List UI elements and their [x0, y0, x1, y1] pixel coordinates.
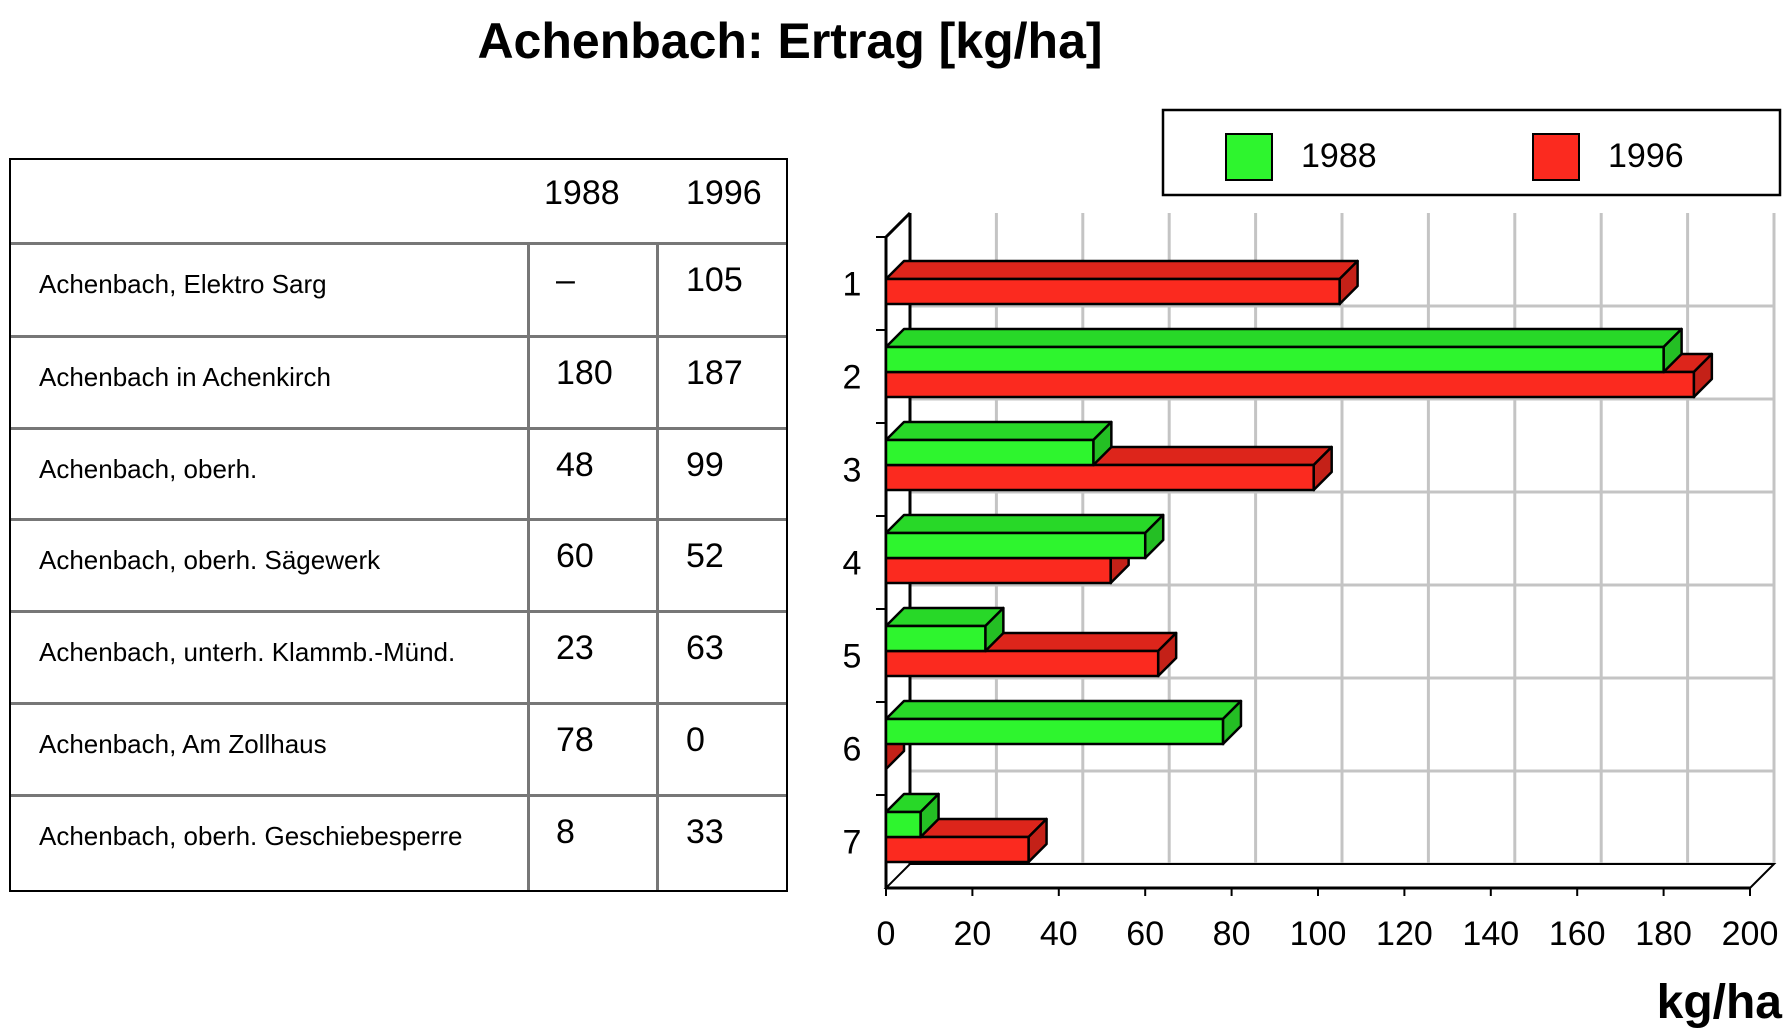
y-tick-label: 1	[843, 266, 862, 304]
x-tick-label: 20	[953, 915, 991, 953]
x-tick-label: 180	[1635, 915, 1692, 953]
x-tick-label: 200	[1722, 915, 1779, 953]
legend-swatch-1996	[1532, 133, 1580, 181]
legend-label-1996: 1996	[1608, 137, 1684, 175]
x-axis-title: kg/ha	[1657, 976, 1783, 1029]
value-1996: 52	[686, 537, 724, 575]
value-1988: 23	[556, 629, 594, 667]
x-tick-label: 60	[1126, 915, 1164, 953]
bar-top-1988-6	[884, 699, 1243, 721]
table-row: Achenbach, oberh. Geschiebesperre 8 33	[11, 794, 786, 890]
bar-1988-2	[884, 345, 1665, 374]
column-divider	[527, 242, 530, 890]
bar-1996-2	[884, 370, 1696, 399]
value-1996: 63	[686, 629, 724, 667]
row-label: Achenbach, oberh.	[39, 454, 258, 484]
legend: 1988 1996	[1161, 108, 1782, 197]
table-row: Achenbach, Elektro Sarg – 105	[11, 245, 786, 338]
bar-top-1988-4	[884, 513, 1165, 535]
bar-top-1988-2	[884, 327, 1683, 349]
row-label: Achenbach, oberh. Sägewerk	[39, 545, 381, 575]
bar-1996-5	[884, 649, 1160, 678]
bar-1988-7	[884, 810, 922, 839]
x-tick-label: 160	[1549, 915, 1606, 953]
x-tick-label: 0	[877, 915, 896, 953]
bar-1996-7	[884, 835, 1030, 864]
x-tick-label: 100	[1290, 915, 1347, 953]
value-1996: 105	[686, 261, 743, 299]
table-row: Achenbach, Am Zollhaus 78 0	[11, 702, 786, 798]
column-header-1988: 1988	[544, 174, 620, 212]
table-row: Achenbach, oberh. Sägewerk 60 52	[11, 518, 786, 614]
y-tick-label: 2	[843, 359, 862, 397]
value-1996: 99	[686, 446, 724, 484]
x-tick-label: 120	[1376, 915, 1433, 953]
value-1988: –	[556, 261, 575, 299]
bar-1988-3	[884, 438, 1095, 467]
data-table: 1988 1996 Achenbach, Elektro Sarg – 105 …	[9, 158, 788, 892]
table-header: 1988 1996	[11, 160, 786, 245]
value-1988: 78	[556, 721, 594, 759]
bar-top-1988-5	[884, 606, 1005, 628]
bar-top-1996-1	[884, 259, 1359, 281]
table-row: Achenbach, unterh. Klammb.-Münd. 23 63	[11, 610, 786, 706]
bar-1996-3	[884, 463, 1315, 492]
table-row: Achenbach, oberh. 48 99	[11, 427, 786, 523]
column-header-1996: 1996	[686, 174, 762, 212]
row-label: Achenbach in Achenkirch	[39, 362, 331, 392]
row-label: Achenbach, oberh. Geschiebesperre	[39, 821, 463, 851]
value-1988: 8	[556, 813, 575, 851]
bar-1988-4	[884, 531, 1147, 560]
bar-1996-1	[884, 277, 1341, 306]
bar-1988-6	[884, 717, 1225, 746]
row-label: Achenbach, unterh. Klammb.-Münd.	[39, 637, 456, 667]
top-edge	[884, 211, 912, 239]
bar-top-1988-3	[884, 420, 1113, 442]
legend-label-1988: 1988	[1301, 137, 1377, 175]
y-tick-label: 3	[843, 452, 862, 490]
chart-title: Achenbach: Ertrag [kg/ha]	[477, 13, 1103, 69]
value-1988: 180	[556, 354, 613, 392]
bar-1988-5	[884, 624, 987, 653]
bars	[884, 259, 1714, 864]
value-1988: 60	[556, 537, 594, 575]
x-tick-label: 40	[1040, 915, 1078, 953]
legend-swatch-1988	[1225, 133, 1273, 181]
chart-floor	[883, 863, 1777, 889]
value-1988: 48	[556, 446, 594, 484]
column-divider	[656, 242, 659, 890]
table-row: Achenbach in Achenkirch 180 187	[11, 335, 786, 431]
row-label: Achenbach, Am Zollhaus	[39, 729, 327, 759]
value-1996: 33	[686, 813, 724, 851]
x-tick-label: 140	[1462, 915, 1519, 953]
y-tick-label: 5	[843, 638, 862, 676]
y-tick-label: 4	[843, 545, 862, 583]
bar-1996-4	[884, 556, 1112, 585]
x-tick-label: 80	[1213, 915, 1251, 953]
value-1996: 0	[686, 721, 705, 759]
y-tick-label: 6	[843, 731, 862, 769]
axis-labels: 0 20 40 60 80 100 120 140 160 180 200 1 2 3 4 5 6 7 kg/ha	[843, 236, 1783, 1029]
y-tick-label: 7	[843, 824, 862, 862]
value-1996: 187	[686, 354, 743, 392]
row-label: Achenbach, Elektro Sarg	[39, 269, 327, 299]
